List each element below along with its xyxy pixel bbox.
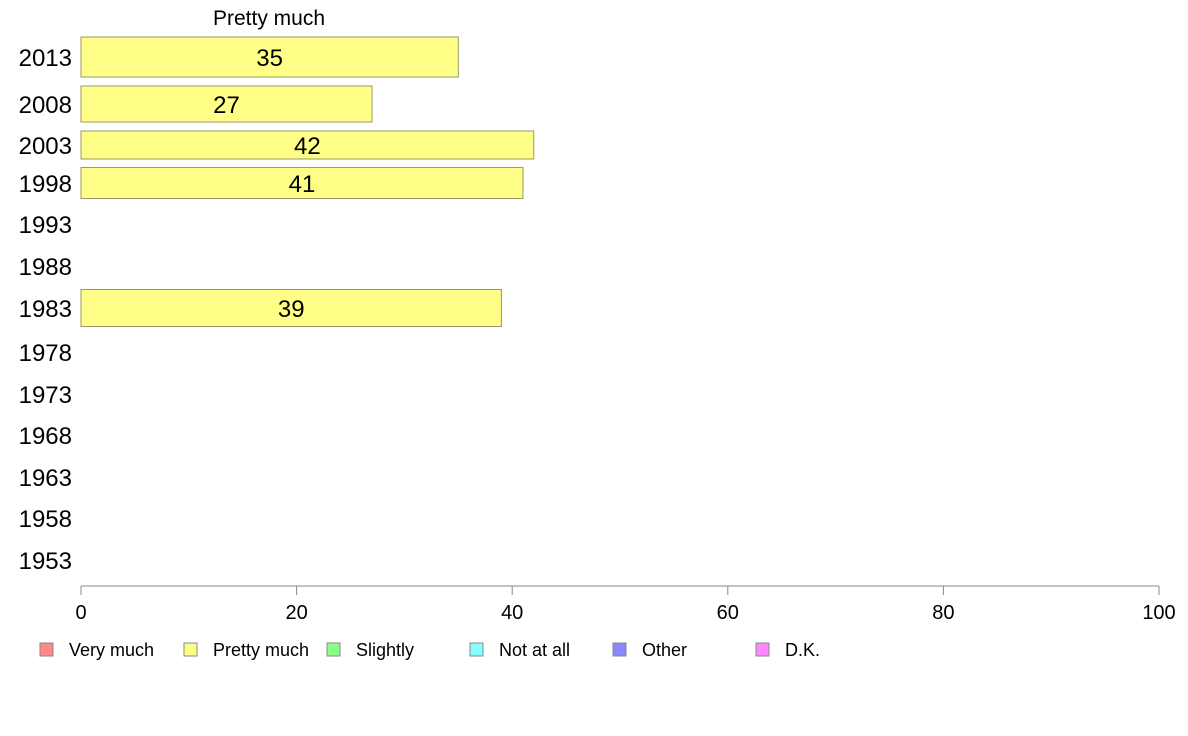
x-tick-label: 40 [501, 602, 523, 624]
year-label: 1983 [19, 296, 72, 323]
year-label: 1988 [19, 254, 72, 281]
bar [80, 167, 524, 199]
bar-value-label: 27 [213, 92, 240, 119]
x-tick-label: 0 [75, 602, 86, 624]
bar-value-label: 42 [294, 133, 321, 160]
year-label: 2008 [19, 92, 72, 119]
legend-swatch [326, 642, 341, 657]
year-label: 1978 [19, 340, 72, 367]
bar [80, 36, 459, 78]
year-label: 1973 [19, 382, 72, 409]
legend-label: Very much [69, 640, 154, 660]
legend-swatch [183, 642, 198, 657]
x-tick-label: 60 [717, 602, 739, 624]
bar [80, 130, 535, 160]
year-label: 1998 [19, 171, 72, 198]
bar [80, 289, 502, 327]
year-label: 1963 [19, 465, 72, 492]
year-label: 2003 [19, 133, 72, 160]
year-label: 1953 [19, 548, 72, 575]
bar [80, 85, 373, 123]
legend-label: Pretty much [213, 640, 309, 660]
x-tick-label: 100 [1142, 602, 1175, 624]
x-tick-label: 20 [285, 602, 307, 624]
bar-value-label: 39 [278, 296, 305, 323]
legend-label: D.K. [785, 640, 820, 660]
year-label: 1993 [19, 212, 72, 239]
legend: Very much Pretty much Slightly Not at all Ot… [39, 640, 820, 660]
year-label: 1968 [19, 423, 72, 450]
legend-label: Not at all [499, 640, 570, 660]
x-axis: 0 20 40 60 80 100 [75, 585, 1176, 624]
legend-label: Slightly [356, 640, 414, 660]
legend-swatch [469, 642, 484, 657]
legend-label: Other [642, 640, 687, 660]
legend-swatch [612, 642, 627, 657]
legend-swatch [755, 642, 770, 657]
chart-title: Pretty much [213, 7, 325, 30]
bars: 35 27 42 41 39 [80, 36, 535, 327]
bar-value-label: 41 [289, 171, 316, 198]
year-labels: 2013 2008 2003 1998 1993 1988 1983 1978 1973 1968… [19, 45, 72, 575]
year-label: 1958 [19, 506, 72, 533]
x-tick-label: 80 [932, 602, 954, 624]
year-label: 2013 [19, 45, 72, 72]
bar-value-label: 35 [256, 45, 283, 72]
legend-swatch [39, 642, 54, 657]
